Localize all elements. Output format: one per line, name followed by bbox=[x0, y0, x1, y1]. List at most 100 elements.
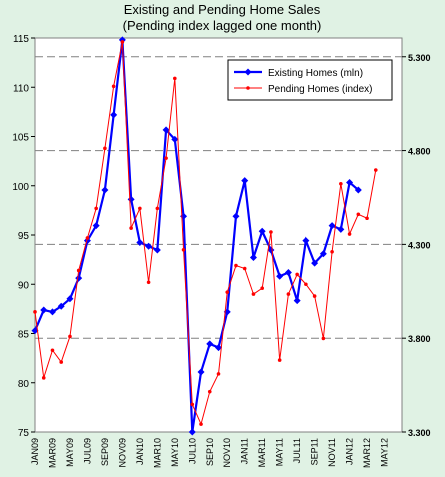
point bbox=[234, 263, 238, 268]
point bbox=[295, 272, 299, 277]
chart-subtitle: (Pending index lagged one month) bbox=[123, 18, 322, 33]
y2-tick-label: 3.300 bbox=[408, 428, 431, 438]
point bbox=[138, 206, 142, 211]
x-tick-label: MAR09 bbox=[47, 438, 57, 468]
point bbox=[92, 222, 100, 230]
x-tick-label: SEP09 bbox=[100, 438, 110, 466]
point bbox=[103, 146, 107, 151]
point bbox=[286, 292, 291, 296]
x-tick-label: MAY12 bbox=[380, 438, 390, 467]
point bbox=[302, 237, 310, 245]
y2-tick-label: 4.300 bbox=[408, 240, 431, 250]
point bbox=[356, 212, 361, 217]
x-tick-label: JUL11 bbox=[292, 438, 302, 463]
point bbox=[328, 222, 336, 230]
point bbox=[40, 306, 48, 314]
point bbox=[225, 290, 230, 294]
x-tick-label: MAR11 bbox=[257, 438, 267, 467]
point bbox=[94, 206, 98, 211]
point bbox=[136, 239, 144, 247]
point bbox=[365, 216, 369, 221]
x-tick-label: MAY11 bbox=[275, 438, 285, 466]
x-tick-label: JUL09 bbox=[82, 438, 92, 464]
point bbox=[284, 269, 292, 277]
x-tick-label: JAN10 bbox=[135, 438, 145, 465]
point bbox=[337, 225, 345, 233]
point bbox=[199, 422, 203, 426]
y-tick-label: 95 bbox=[18, 231, 30, 242]
point bbox=[215, 344, 222, 352]
point bbox=[312, 294, 317, 298]
point bbox=[111, 84, 116, 89]
point bbox=[153, 246, 161, 254]
x-tick-label: JAN09 bbox=[30, 438, 40, 465]
point bbox=[216, 372, 221, 376]
chart-title: Existing and Pending Home Sales bbox=[124, 2, 321, 17]
point bbox=[66, 295, 74, 303]
plot-area bbox=[34, 37, 403, 433]
point bbox=[232, 212, 240, 220]
point bbox=[129, 226, 133, 230]
point bbox=[354, 186, 362, 194]
y-tick-label: 100 bbox=[12, 182, 29, 193]
point bbox=[76, 268, 81, 273]
point bbox=[304, 282, 308, 287]
legend bbox=[227, 59, 393, 101]
point bbox=[269, 230, 273, 234]
point bbox=[48, 308, 56, 316]
point bbox=[57, 302, 65, 310]
point bbox=[146, 280, 151, 285]
x-tick-label: SEP10 bbox=[205, 438, 215, 466]
y-tick-label: 80 bbox=[18, 379, 30, 390]
y2-tick-label: 3.800 bbox=[408, 334, 431, 344]
point bbox=[373, 168, 378, 172]
point bbox=[190, 402, 195, 407]
y-tick-label: 75 bbox=[18, 428, 30, 439]
x-tick-label: SEP11 bbox=[310, 438, 320, 465]
y-tick-label: 105 bbox=[12, 133, 29, 144]
point bbox=[173, 76, 177, 81]
point bbox=[181, 247, 186, 252]
point bbox=[101, 186, 109, 194]
point bbox=[276, 272, 284, 280]
y-tick-label: 90 bbox=[18, 280, 30, 291]
point bbox=[197, 368, 205, 376]
point bbox=[346, 178, 354, 186]
x-tick-label: MAR12 bbox=[362, 438, 372, 468]
point bbox=[293, 297, 301, 305]
x-tick-label: JAN12 bbox=[345, 438, 355, 465]
x-tick-label: MAY09 bbox=[65, 438, 75, 467]
point bbox=[251, 292, 256, 296]
x-tick-label: NOV09 bbox=[117, 438, 127, 468]
x-tick-label: JAN11 bbox=[240, 438, 250, 464]
point bbox=[258, 227, 266, 235]
point bbox=[188, 428, 196, 436]
point bbox=[155, 206, 160, 211]
y-tick-label: 85 bbox=[18, 330, 30, 341]
point bbox=[164, 156, 168, 160]
point bbox=[206, 340, 214, 348]
y-tick-label: 115 bbox=[13, 34, 29, 45]
x-tick-label: MAY10 bbox=[170, 438, 180, 467]
point bbox=[33, 310, 37, 314]
x-tick-label: MAR10 bbox=[152, 438, 162, 468]
point bbox=[83, 237, 91, 245]
y2-tick-label: 5.300 bbox=[408, 53, 431, 63]
legend-label: Existing Homes (mln) bbox=[268, 68, 363, 79]
point bbox=[59, 360, 64, 364]
legend-label: Pending Homes (index) bbox=[268, 84, 373, 95]
x-tick-label: NOV10 bbox=[222, 438, 232, 468]
point bbox=[242, 266, 247, 271]
legend-marker bbox=[246, 86, 250, 90]
series-line bbox=[34, 41, 377, 426]
point bbox=[339, 181, 343, 186]
point bbox=[110, 111, 118, 119]
point bbox=[277, 358, 282, 362]
point bbox=[241, 177, 249, 185]
x-tick-label: JUL10 bbox=[187, 438, 197, 464]
point bbox=[171, 135, 179, 143]
point bbox=[321, 336, 326, 341]
point bbox=[85, 236, 90, 240]
point bbox=[319, 250, 327, 258]
point bbox=[207, 389, 212, 394]
